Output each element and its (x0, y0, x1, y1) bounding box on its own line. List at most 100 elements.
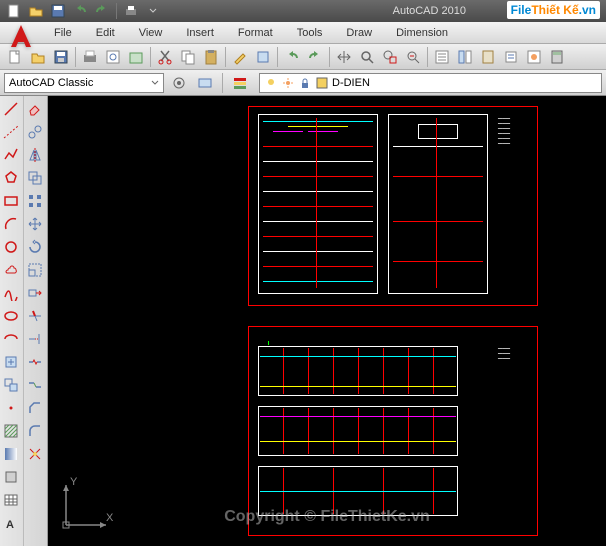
toolbar-separator (277, 47, 278, 67)
dwg-line (283, 408, 284, 454)
chevron-down-icon (151, 79, 159, 87)
dwg-line (333, 348, 334, 394)
region-icon[interactable] (0, 466, 22, 488)
construction-line-icon[interactable] (0, 121, 22, 143)
zoom-prev-icon[interactable] (402, 46, 424, 68)
dwg-line (433, 348, 434, 394)
dwg-line (283, 348, 284, 394)
make-block-icon[interactable] (0, 374, 22, 396)
trim-icon[interactable] (24, 305, 46, 327)
menu-format[interactable]: Format (226, 24, 285, 42)
menu-edit[interactable]: Edit (84, 24, 127, 42)
layer-props-icon[interactable] (229, 72, 251, 94)
dwg-line (393, 146, 483, 147)
qat-print-icon[interactable] (121, 2, 141, 20)
move-icon[interactable] (24, 213, 46, 235)
table-icon[interactable] (0, 489, 22, 511)
calc-icon[interactable] (546, 46, 568, 68)
save-icon[interactable] (50, 46, 72, 68)
line-icon[interactable] (0, 98, 22, 120)
menu-file[interactable]: File (42, 24, 84, 42)
rectangle-icon[interactable] (0, 190, 22, 212)
qat-dropdown-icon[interactable] (143, 2, 163, 20)
redo-icon[interactable] (304, 46, 326, 68)
qat-save-icon[interactable] (48, 2, 68, 20)
array-icon[interactable] (24, 190, 46, 212)
workspace-label: AutoCAD Classic (9, 77, 93, 89)
dwg-line (260, 416, 456, 417)
tool-palette-icon[interactable] (477, 46, 499, 68)
properties-icon[interactable] (431, 46, 453, 68)
fillet-icon[interactable] (24, 420, 46, 442)
insert-block-icon[interactable] (0, 351, 22, 373)
publish-icon[interactable] (125, 46, 147, 68)
zoom-icon[interactable] (356, 46, 378, 68)
extend-icon[interactable] (24, 328, 46, 350)
dwg-line (358, 348, 359, 394)
undo-icon[interactable] (281, 46, 303, 68)
preview-icon[interactable] (102, 46, 124, 68)
mirror-icon[interactable] (24, 144, 46, 166)
rotate-icon[interactable] (24, 236, 46, 258)
menu-draw[interactable]: Draw (334, 24, 384, 42)
block-icon[interactable] (252, 46, 274, 68)
sheet-set-icon[interactable] (500, 46, 522, 68)
match-icon[interactable] (229, 46, 251, 68)
zoom-window-icon[interactable] (379, 46, 401, 68)
polygon-icon[interactable] (0, 167, 22, 189)
copy-obj-icon[interactable] (24, 121, 46, 143)
dwg-line (263, 281, 373, 282)
menu-tools[interactable]: Tools (285, 24, 335, 42)
print-icon[interactable] (79, 46, 101, 68)
workspace-select[interactable]: AutoCAD Classic (4, 73, 164, 93)
circle-icon[interactable] (0, 236, 22, 258)
menu-insert[interactable]: Insert (174, 24, 226, 42)
menu-dimension[interactable]: Dimension (384, 24, 460, 42)
revcloud-icon[interactable] (0, 259, 22, 281)
paste-icon[interactable] (200, 46, 222, 68)
dwg-line (288, 126, 348, 127)
qat-redo-icon[interactable] (92, 2, 112, 20)
scale-icon[interactable] (24, 259, 46, 281)
copy-icon[interactable] (177, 46, 199, 68)
dwg-line (383, 408, 384, 454)
ellipse-icon[interactable] (0, 305, 22, 327)
drawing-canvas[interactable]: ━━━━━━━━━━━━━━━━━━━━━━━━━━━━━━ ━━━━━━━━━… (48, 96, 606, 546)
design-center-icon[interactable] (454, 46, 476, 68)
ellipse-arc-icon[interactable] (0, 328, 22, 350)
mtext-icon[interactable]: A (0, 512, 22, 534)
point-icon[interactable] (0, 397, 22, 419)
chamfer-icon[interactable] (24, 397, 46, 419)
gradient-icon[interactable] (0, 443, 22, 465)
explode-icon[interactable] (24, 443, 46, 465)
join-icon[interactable] (24, 374, 46, 396)
dwg-line (308, 408, 309, 454)
app-logo-icon[interactable] (4, 20, 38, 54)
qat-undo-icon[interactable] (70, 2, 90, 20)
pan-icon[interactable] (333, 46, 355, 68)
ucs-y-label: Y (70, 476, 78, 488)
layer-select[interactable]: D-DIEN (259, 73, 602, 93)
hatch-icon[interactable] (0, 420, 22, 442)
qat-separator (116, 3, 117, 19)
qat-new-icon[interactable] (4, 2, 24, 20)
cut-icon[interactable] (154, 46, 176, 68)
title-block-text: ━━━━━━━━━━━━━━━━━━━━━━━━━━━━━━ (498, 116, 533, 146)
dwg-line (263, 221, 373, 222)
dwg-line (263, 206, 373, 207)
arc-icon[interactable] (0, 213, 22, 235)
markup-icon[interactable] (523, 46, 545, 68)
dwg-line (408, 408, 409, 454)
modify-toolbar (24, 96, 47, 546)
sun-icon (281, 76, 295, 90)
workspace-toggle-icon[interactable] (194, 72, 216, 94)
spline-icon[interactable] (0, 282, 22, 304)
polyline-icon[interactable] (0, 144, 22, 166)
stretch-icon[interactable] (24, 282, 46, 304)
break-icon[interactable] (24, 351, 46, 373)
erase-icon[interactable] (24, 98, 46, 120)
workspace-gear-icon[interactable] (168, 72, 190, 94)
menu-view[interactable]: View (127, 24, 175, 42)
qat-open-icon[interactable] (26, 2, 46, 20)
offset-icon[interactable] (24, 167, 46, 189)
